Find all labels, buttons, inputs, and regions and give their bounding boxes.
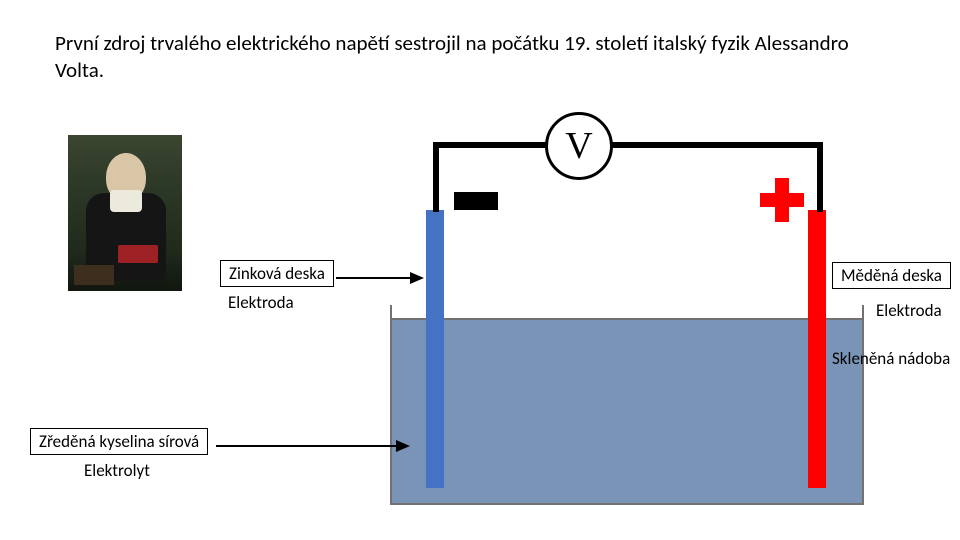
heading-text: První zdroj trvalého elektrického napětí… [55,30,865,85]
portrait-volta [68,135,182,291]
voltmeter-letter: V [565,124,592,168]
voltmeter: V [545,112,613,180]
zinc-electrode [426,210,444,488]
wire-left-vertical [433,142,439,212]
label-electrolyte: Elektrolyt [84,460,150,481]
label-dilute-acid: Zředěná kyselina sírová [30,428,208,455]
wire-right-vertical [817,142,823,212]
copper-electrode [808,210,826,488]
label-zinc-plate: Zinková deska [220,260,334,287]
label-electrode-right: Elektroda [876,300,942,321]
label-glass-vessel: Skleněná nádoba [832,348,950,369]
wire-top [433,142,823,148]
label-electrode-left: Elektroda [228,292,294,313]
electrolyte-liquid [392,318,862,503]
arrow-acid [216,440,412,452]
minus-terminal-icon [454,192,498,210]
label-copper-plate: Měděná deska [832,262,951,289]
arrow-zinc [336,272,426,284]
plus-terminal-icon-v [775,178,789,222]
